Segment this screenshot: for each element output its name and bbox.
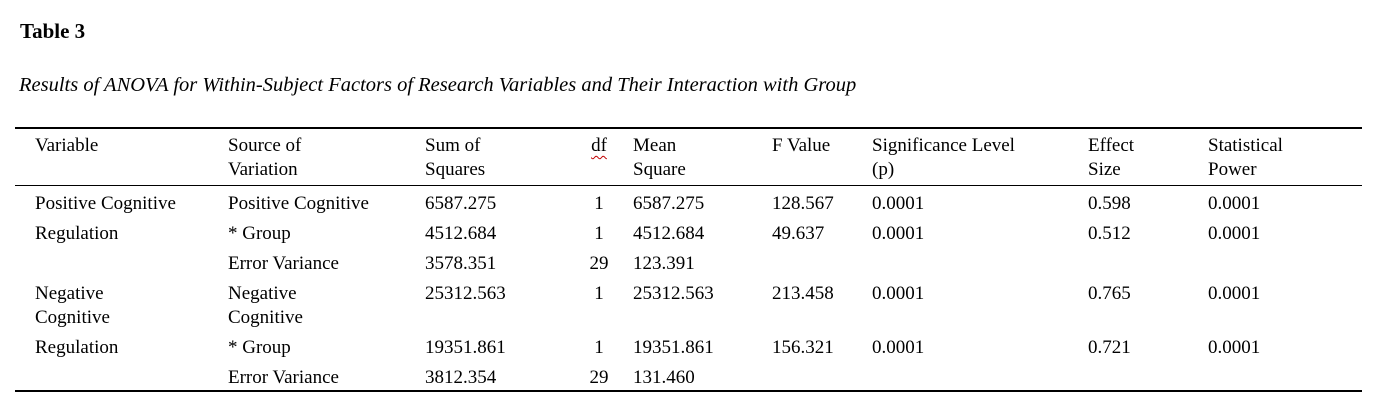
cell-f-value xyxy=(772,360,872,391)
cell-mean-square: 123.391 xyxy=(633,253,695,274)
header-sum-of-squares: Sum of Squares xyxy=(425,128,565,186)
cell-variable xyxy=(15,360,228,391)
cell-effect-size: 0.721 xyxy=(1088,337,1131,358)
cell-df: 29 xyxy=(589,253,609,274)
cell-mean-square: 6587.275 xyxy=(633,193,705,214)
cell-effect-size: 0.765 xyxy=(1088,283,1131,304)
cell-source: * Group xyxy=(228,223,291,244)
cell-effect-size: 0.598 xyxy=(1088,193,1131,214)
cell-significance: 0.0001 xyxy=(872,223,925,244)
table-row: Regulation * Group 19351.861 1 19351.861… xyxy=(15,330,1362,360)
cell-statistical-power xyxy=(1208,360,1362,391)
header-row: Variable Source of Variation Sum of Squa… xyxy=(15,128,1362,186)
cell-effect-size: 0.512 xyxy=(1088,223,1131,244)
cell-variable xyxy=(15,246,228,276)
table-row: Error Variance 3812.354 29 131.460 xyxy=(15,360,1362,391)
cell-f-value: 128.567 xyxy=(772,193,834,214)
header-statistical-power: Statistical Power xyxy=(1208,128,1362,186)
cell-df: 1 xyxy=(594,223,604,244)
cell-source: Negative Cognitive xyxy=(228,283,303,328)
cell-sum-of-squares: 3812.354 xyxy=(425,367,497,388)
cell-source: Positive Cognitive xyxy=(228,193,369,214)
cell-variable: Positive Cognitive xyxy=(35,193,176,214)
anova-results-table: Variable Source of Variation Sum of Squa… xyxy=(15,127,1362,392)
cell-significance xyxy=(872,360,1088,391)
cell-statistical-power xyxy=(1208,246,1362,276)
cell-variable: Regulation xyxy=(35,337,119,358)
header-f-value: F Value xyxy=(772,128,872,186)
header-effect-size: Effect Size xyxy=(1088,128,1208,186)
table-number-heading: Table 3 xyxy=(20,19,86,43)
cell-df: 1 xyxy=(594,283,604,304)
cell-sum-of-squares: 19351.861 xyxy=(425,337,506,358)
cell-sum-of-squares: 3578.351 xyxy=(425,253,497,274)
cell-df: 29 xyxy=(589,367,609,388)
cell-sum-of-squares: 4512.684 xyxy=(425,223,497,244)
table-row: Positive Cognitive Positive Cognitive 65… xyxy=(15,186,1362,217)
header-significance-level: Significance Level (p) xyxy=(872,128,1088,186)
cell-statistical-power: 0.0001 xyxy=(1208,193,1261,214)
cell-f-value: 156.321 xyxy=(772,337,834,358)
cell-mean-square: 4512.684 xyxy=(633,223,705,244)
cell-statistical-power: 0.0001 xyxy=(1208,337,1261,358)
cell-significance: 0.0001 xyxy=(872,283,925,304)
cell-source: Error Variance xyxy=(228,367,339,388)
cell-variable: Regulation xyxy=(35,223,119,244)
header-variable: Variable xyxy=(15,128,228,186)
table-row: Error Variance 3578.351 29 123.391 xyxy=(15,246,1362,276)
cell-source: Error Variance xyxy=(228,253,339,274)
cell-statistical-power: 0.0001 xyxy=(1208,283,1261,304)
cell-mean-square: 25312.563 xyxy=(633,283,714,304)
table-caption: Results of ANOVA for Within-Subject Fact… xyxy=(19,74,857,96)
cell-f-value: 213.458 xyxy=(772,283,834,304)
cell-source: * Group xyxy=(228,337,291,358)
cell-f-value: 49.637 xyxy=(772,223,825,244)
cell-sum-of-squares: 25312.563 xyxy=(425,283,506,304)
cell-significance xyxy=(872,246,1088,276)
cell-significance: 0.0001 xyxy=(872,337,925,358)
df-spellcheck-underline: df xyxy=(591,135,607,156)
cell-variable: Negative Cognitive xyxy=(35,283,110,328)
header-mean-square: Mean Square xyxy=(633,128,772,186)
cell-df: 1 xyxy=(594,193,604,214)
header-source-of-variation: Source of Variation xyxy=(228,128,425,186)
header-df: df xyxy=(565,128,633,186)
cell-effect-size xyxy=(1088,246,1208,276)
table-row: Regulation * Group 4512.684 1 4512.684 4… xyxy=(15,216,1362,246)
cell-statistical-power: 0.0001 xyxy=(1208,223,1261,244)
table-row: Negative Cognitive Negative Cognitive 25… xyxy=(15,276,1362,330)
cell-df: 1 xyxy=(594,337,604,358)
cell-significance: 0.0001 xyxy=(872,193,925,214)
cell-mean-square: 131.460 xyxy=(633,367,695,388)
cell-effect-size xyxy=(1088,360,1208,391)
cell-mean-square: 19351.861 xyxy=(633,337,714,358)
cell-sum-of-squares: 6587.275 xyxy=(425,193,497,214)
cell-f-value xyxy=(772,246,872,276)
